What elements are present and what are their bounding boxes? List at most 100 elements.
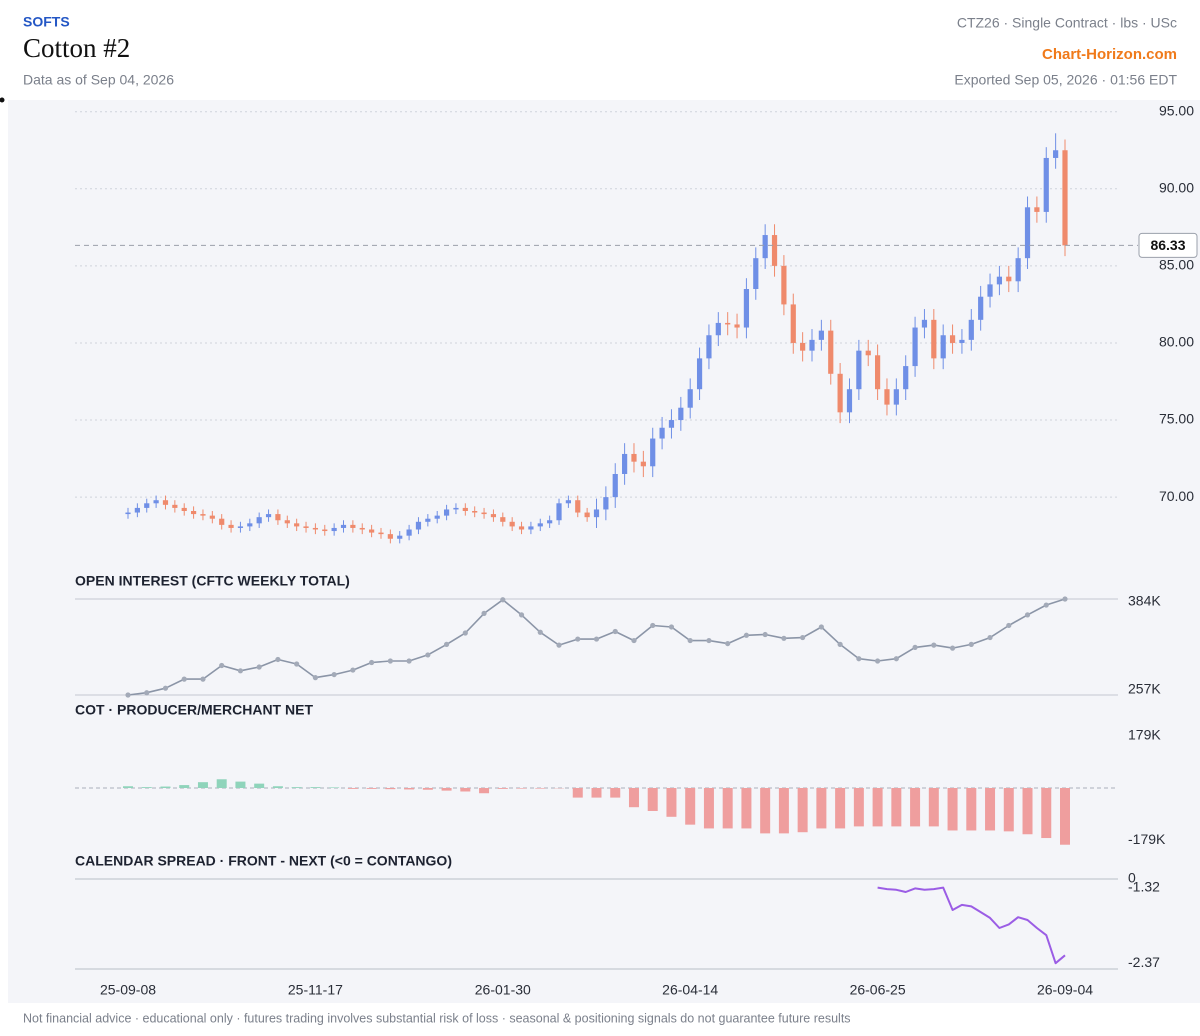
candle-body [650, 438, 656, 467]
bar [666, 788, 677, 817]
candle-body [247, 523, 253, 527]
contract: CTZ26 · Single Contract · lbs · USc [957, 15, 1177, 31]
point [612, 628, 618, 635]
candle-body [790, 304, 796, 343]
candle-body [622, 453, 628, 474]
y-tick-label: 257K [1128, 681, 1161, 697]
point [350, 667, 356, 673]
y-tick-label: -2.37 [1128, 954, 1160, 970]
candle-body [350, 524, 356, 528]
y-tick-label: 75.00 [1159, 411, 1194, 427]
bar [272, 786, 283, 788]
candle-body [631, 453, 637, 462]
point [818, 624, 824, 630]
point [500, 597, 506, 603]
point [294, 661, 300, 667]
candle-body [921, 319, 928, 328]
bar [404, 788, 415, 790]
candle-body [340, 524, 347, 528]
candle-body [144, 503, 150, 508]
point [743, 632, 750, 638]
y-tick-label: 90.00 [1159, 179, 1194, 195]
point [912, 644, 918, 650]
point [706, 637, 712, 644]
candle-body [903, 366, 909, 390]
bar [685, 788, 696, 825]
y-tick-label: 80.00 [1159, 334, 1194, 350]
panel-title: CALENDAR SPREAD · FRONT - NEXT (<0 = CON… [75, 853, 452, 869]
candle-body [828, 330, 834, 374]
candle-body [443, 509, 450, 516]
bar [910, 788, 921, 827]
candle-body [509, 521, 515, 527]
candle-body [584, 512, 590, 518]
candle-body [518, 526, 525, 530]
y-tick-label: -1.32 [1128, 878, 1160, 894]
bar [160, 786, 171, 788]
point [893, 656, 899, 662]
candle-body [472, 511, 478, 513]
bar [760, 788, 771, 834]
candle-body [453, 507, 459, 510]
point [949, 645, 956, 651]
candle-body [978, 296, 984, 320]
point [518, 612, 525, 618]
candle-body [818, 330, 824, 340]
point [275, 656, 281, 663]
bar [797, 788, 808, 833]
candle-body [940, 335, 946, 359]
candle-body [125, 512, 131, 515]
candle-body [387, 534, 393, 539]
bar [610, 788, 621, 798]
candle-body [753, 258, 759, 289]
candle-body [968, 319, 974, 340]
bar [835, 788, 846, 829]
candle-body [537, 523, 543, 527]
candle-body [1034, 207, 1040, 212]
bar [291, 787, 302, 788]
point [1024, 612, 1031, 618]
corner-dot [0, 97, 5, 103]
point [200, 676, 206, 682]
candle-body [640, 461, 646, 467]
point [406, 658, 412, 664]
candle-body [219, 518, 225, 525]
candle-body [884, 389, 890, 405]
candle-body [303, 526, 309, 528]
candle-body [181, 507, 187, 511]
candle-body [931, 319, 937, 359]
candle-body [134, 507, 140, 513]
bar [422, 788, 433, 790]
bar [197, 782, 208, 788]
point [631, 637, 637, 644]
candle-body [556, 503, 562, 521]
candle-body [462, 507, 468, 511]
candle-body [668, 420, 675, 428]
brand: Chart-Horizon.com [1042, 46, 1177, 63]
candle-body [762, 235, 768, 259]
candle-body [987, 284, 993, 297]
bar [966, 788, 977, 831]
bar [891, 788, 902, 827]
candle-body [565, 500, 571, 504]
candle-body [1024, 207, 1031, 259]
bar [1041, 788, 1052, 839]
candle-body [771, 235, 778, 266]
point [425, 652, 431, 658]
candle-body [846, 389, 853, 413]
candle-body [1053, 150, 1059, 158]
candle-body [678, 407, 684, 421]
candle-body [687, 389, 693, 408]
candle-body [800, 342, 806, 351]
candle-body [706, 335, 712, 359]
x-tick-label: 26-06-25 [850, 982, 906, 998]
bar [123, 786, 133, 788]
candle-body [734, 324, 740, 328]
exported: Exported Sep 05, 2026 · 01:56 EDT [954, 72, 1177, 88]
point [575, 636, 581, 642]
bar [1003, 788, 1014, 832]
candle-body [1006, 276, 1012, 282]
candle-body [875, 355, 881, 390]
candle-body [397, 535, 403, 539]
